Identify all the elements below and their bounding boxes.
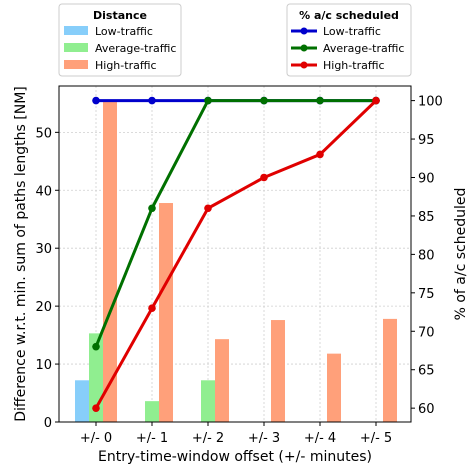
left-y-axis-label: Difference w.r.t. min. sum of paths leng… (13, 86, 29, 421)
x-tick-label: +/- 4 (304, 431, 336, 446)
bar-high-traffic (327, 353, 341, 422)
grid (59, 86, 411, 423)
left-y-tick-label: 10 (35, 358, 52, 373)
right-y-tick-label: 95 (418, 133, 435, 148)
bar-high-traffic (383, 318, 397, 422)
point-average-traffic (204, 96, 212, 105)
line-legend-label-high: High-traffic (323, 59, 385, 72)
bar-high-traffic (159, 203, 173, 422)
bar-high-traffic (271, 320, 285, 422)
left-y-tick-label: 50 (35, 126, 52, 141)
right-y-tick-label: 65 (418, 364, 435, 379)
x-tick-label: +/- 0 (80, 431, 112, 446)
point-average-traffic (148, 204, 156, 213)
point-high-traffic (204, 204, 212, 213)
line-legend-title: % a/c scheduled (299, 9, 399, 22)
right-y-tick-label: 60 (418, 402, 435, 417)
point-high-traffic (372, 96, 380, 105)
bar-legend-label-high: High-traffic (95, 59, 157, 72)
legend-swatch-average-traffic-bar (64, 43, 88, 52)
legend-swatch-low-traffic-bar (64, 26, 88, 35)
legend-marker-low-traffic (300, 27, 308, 35)
bar-legend-label-low: Low-traffic (95, 25, 153, 38)
point-low-traffic (148, 96, 156, 105)
x-tick-label: +/- 2 (192, 431, 224, 446)
bar-legend-title: Distance (93, 9, 147, 22)
bar-legend-label-average: Average-traffic (95, 42, 176, 55)
left-y-tick-label: 40 (35, 184, 52, 199)
left-y-tick-label: 30 (35, 242, 52, 257)
line-average-traffic (94, 99, 376, 348)
bar-legend-frame (58, 3, 182, 77)
right-y-axis-label: % of a/c scheduled (453, 188, 469, 321)
legend-marker-high-traffic (300, 61, 308, 69)
bar-average-traffic (201, 380, 215, 422)
x-axis-label: Entry-time-window offset (+/- minutes) (98, 449, 372, 465)
x-tick-label: +/- 3 (248, 431, 280, 446)
point-high-traffic (92, 404, 100, 412)
line-high-traffic (94, 99, 378, 409)
point-high-traffic (148, 304, 156, 313)
bar-legend: Distance Low-traffic Average-traffic Hig… (58, 3, 182, 77)
legend-swatch-high-traffic-bar (64, 60, 88, 69)
line-legend-label-average: Average-traffic (323, 42, 404, 55)
x-tick-label: +/- 1 (136, 431, 168, 446)
point-high-traffic (316, 150, 324, 159)
line-legend-label-low: Low-traffic (323, 25, 381, 38)
bar-high-traffic (103, 100, 117, 422)
line-series (92, 96, 380, 412)
point-high-traffic (260, 173, 268, 182)
left-y-tick-label: 0 (44, 416, 52, 431)
right-y-tick-label: 70 (418, 325, 435, 340)
line-legend-frame (286, 3, 412, 77)
bar-series (75, 100, 397, 422)
right-y-tick-label: 90 (418, 171, 435, 186)
left-y-tick-label: 20 (35, 300, 52, 315)
point-average-traffic (92, 342, 100, 351)
bar-low-traffic (75, 380, 89, 422)
point-average-traffic (316, 96, 324, 105)
legend-marker-average-traffic (300, 44, 308, 52)
bar-high-traffic (215, 339, 229, 422)
x-tick-label: +/- 5 (360, 431, 392, 446)
line-legend: % a/c scheduled Low-traffic Average-traf… (286, 3, 412, 77)
right-y-tick-label: 100 (418, 95, 443, 110)
axes: 0 10 20 30 40 50 60 65 70 75 80 85 90 95 100 +/- 0 +/- 1… (35, 95, 442, 446)
point-average-traffic (260, 96, 268, 105)
right-y-tick-label: 80 (418, 248, 435, 263)
right-y-tick-label: 85 (418, 210, 435, 225)
point-low-traffic (92, 96, 100, 105)
bar-average-traffic (145, 401, 159, 422)
right-y-tick-label: 75 (418, 287, 435, 302)
